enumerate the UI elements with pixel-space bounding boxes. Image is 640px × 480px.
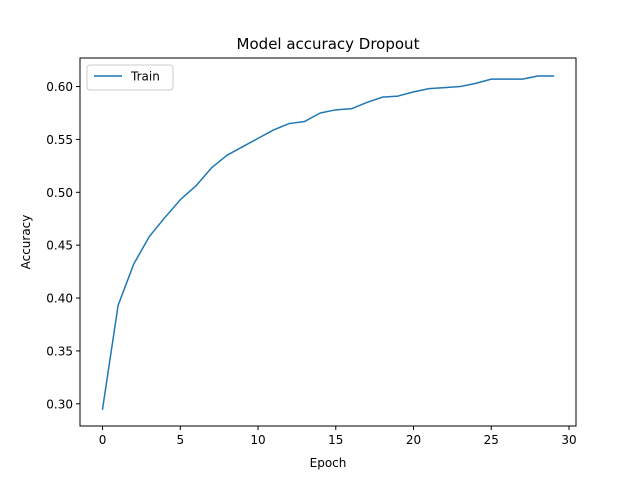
x-axis-label: Epoch — [310, 456, 347, 470]
x-tick-label: 25 — [484, 433, 499, 447]
axes-frame — [79, 57, 577, 427]
plot-area — [101, 75, 555, 410]
axis-ticks: 0 5 10 15 20 25 30 0.30 0.35 0.40 0.45 0.50 0.55 0.60 — [46, 80, 576, 447]
x-tick-label: 30 — [561, 433, 576, 447]
series-line-train — [101, 75, 555, 410]
y-tick-label: 0.45 — [46, 239, 73, 253]
y-tick-label: 0.60 — [46, 80, 73, 94]
legend-box — [86, 64, 174, 91]
x-tick-label: 5 — [176, 433, 184, 447]
y-tick-label: 0.55 — [46, 133, 73, 147]
y-axis-label: Accuracy — [19, 215, 33, 270]
y-tick-label: 0.35 — [46, 344, 73, 358]
y-tick-label: 0.40 — [46, 292, 73, 306]
legend: Train — [86, 64, 174, 91]
chart-title: Model accuracy Dropout — [237, 35, 420, 53]
y-tick-label: 0.50 — [46, 186, 73, 200]
x-tick-label: 15 — [328, 433, 343, 447]
x-tick-label: 20 — [406, 433, 421, 447]
x-tick-label: 0 — [99, 433, 107, 447]
legend-label-train: Train — [130, 70, 160, 84]
y-tick-label: 0.30 — [46, 397, 73, 411]
x-tick-label: 10 — [250, 433, 265, 447]
